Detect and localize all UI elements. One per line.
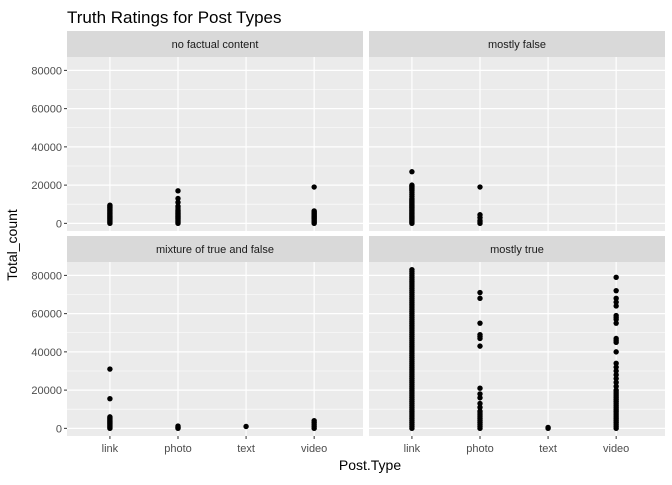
data-point [409,182,415,188]
data-point [477,343,483,349]
data-point [477,320,483,326]
data-point [613,383,619,389]
facet-strip-label: mostly false [488,39,546,51]
facet-strip-label: mostly true [490,244,544,256]
data-point [613,287,619,294]
y-tick-label: 0 [56,218,62,230]
data-point [613,379,619,386]
x-tick-label: video [301,443,327,455]
x-tick-label: text [237,443,255,455]
y-tick-label: 40000 [31,142,62,154]
x-tick-label: link [404,443,421,455]
y-tick-label: 40000 [31,347,62,359]
facet-strip [67,31,363,57]
data-point [613,320,619,326]
facet-panel: mixture of true and false 0 20000 40000 6000… [31,236,363,455]
data-point [545,424,551,431]
facet-panel: mostly true link photo text video [369,236,665,455]
data-point [175,195,181,202]
data-point [311,418,317,424]
data-point [613,375,619,382]
y-tick-label: 60000 [31,104,62,116]
data-point [175,199,181,206]
data-point [477,385,483,391]
data-point [409,266,415,273]
data-point [175,203,181,209]
data-point [613,349,619,355]
facet-strip [369,236,665,262]
x-tick-label: photo [466,443,494,455]
data-point [107,202,113,208]
data-point [107,414,113,420]
data-point [477,391,483,397]
y-tick-label: 20000 [31,180,62,192]
data-point [477,408,483,414]
data-point [613,312,619,319]
x-tick-label: video [603,443,629,455]
y-tick-label: 20000 [31,385,62,397]
data-point [477,184,483,190]
data-point [311,184,317,190]
data-point [477,289,483,296]
facet-strip [369,31,665,57]
data-point [243,423,249,430]
data-point [613,299,619,305]
data-point [613,368,619,374]
facet-panel: no factual content 0 20000 40000 60000 80000 [31,31,363,231]
data-point [311,208,317,214]
data-point [477,212,483,218]
data-point [477,295,483,302]
y-tick-label: 0 [56,423,62,435]
data-point [613,274,619,280]
data-point [613,387,619,393]
chart-title: Truth Ratings for Post Types [67,8,281,27]
facet-strip [67,236,363,262]
panel-background [67,262,363,436]
x-tick-label: link [102,443,119,455]
data-point [477,400,483,407]
data-point [613,360,619,367]
data-point [175,423,181,429]
facet-strip-label: no factual content [172,39,259,51]
facet-strip-label: mixture of true and false [156,244,274,256]
facet-panel: mostly false [369,31,665,231]
data-point [477,331,483,338]
data-point [613,303,619,309]
data-point [175,188,181,194]
data-point [409,169,415,175]
y-axis-label: Total_count [4,209,20,281]
data-point [613,372,619,378]
facets-layer: no factual content020000400006000080000m… [31,31,665,455]
data-point [613,364,619,370]
data-point [613,295,619,302]
data-point [613,335,619,342]
y-tick-label: 80000 [31,65,62,77]
data-point [477,395,483,401]
x-tick-label: photo [164,443,192,455]
y-tick-label: 60000 [31,309,62,321]
y-tick-label: 80000 [31,270,62,282]
data-point [107,366,113,372]
data-point [107,396,113,402]
x-axis-label: Post.Type [339,457,401,473]
x-tick-label: text [539,443,557,455]
data-point [477,404,483,411]
